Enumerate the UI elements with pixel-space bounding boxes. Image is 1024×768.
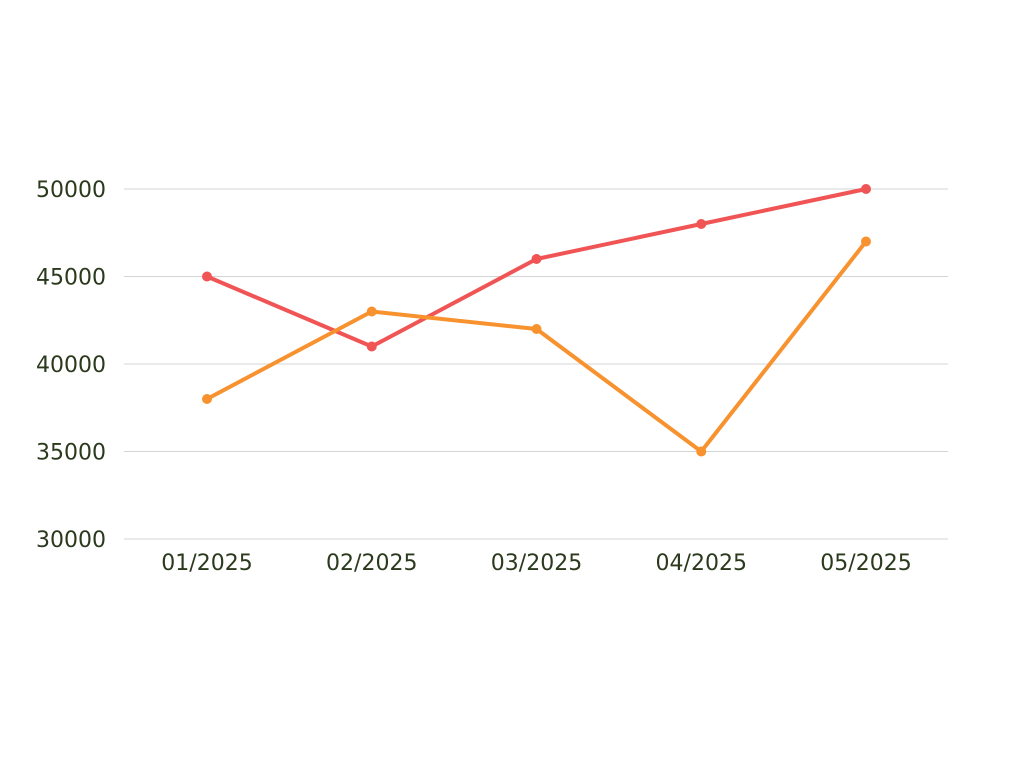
y-tick-label: 35000 xyxy=(36,441,106,466)
x-tick-label: 04/2025 xyxy=(656,551,747,576)
series-1-line xyxy=(205,187,868,349)
series-1-point[interactable] xyxy=(861,184,871,194)
series-1-point[interactable] xyxy=(202,271,212,282)
x-tick-label: 05/2025 xyxy=(820,551,911,576)
series-2-point[interactable] xyxy=(531,324,542,334)
y-tick-label: 45000 xyxy=(36,266,106,291)
series-2-line xyxy=(205,239,868,454)
series-2-point[interactable] xyxy=(202,394,212,404)
series-2-point[interactable] xyxy=(861,236,871,247)
series-1-point[interactable] xyxy=(696,219,707,229)
y-axis: 30000 35000 40000 45000 50000 xyxy=(36,178,106,553)
series-1-point[interactable] xyxy=(366,341,377,352)
x-tick-label: 03/2025 xyxy=(491,551,582,576)
series-group xyxy=(202,184,871,457)
x-axis: 01/2025 02/2025 03/2025 04/2025 05/2025 xyxy=(161,551,911,576)
series-2-point[interactable] xyxy=(366,306,377,317)
series-1 xyxy=(202,184,871,352)
y-tick-label: 30000 xyxy=(36,528,106,553)
grid-lines xyxy=(124,188,948,540)
series-2-point[interactable] xyxy=(696,446,707,457)
x-tick-label: 02/2025 xyxy=(326,551,417,576)
series-1-point[interactable] xyxy=(531,254,542,264)
series-2 xyxy=(202,236,871,457)
y-tick-label: 50000 xyxy=(36,178,106,203)
y-tick-label: 40000 xyxy=(36,353,106,378)
x-tick-label: 01/2025 xyxy=(161,551,252,576)
